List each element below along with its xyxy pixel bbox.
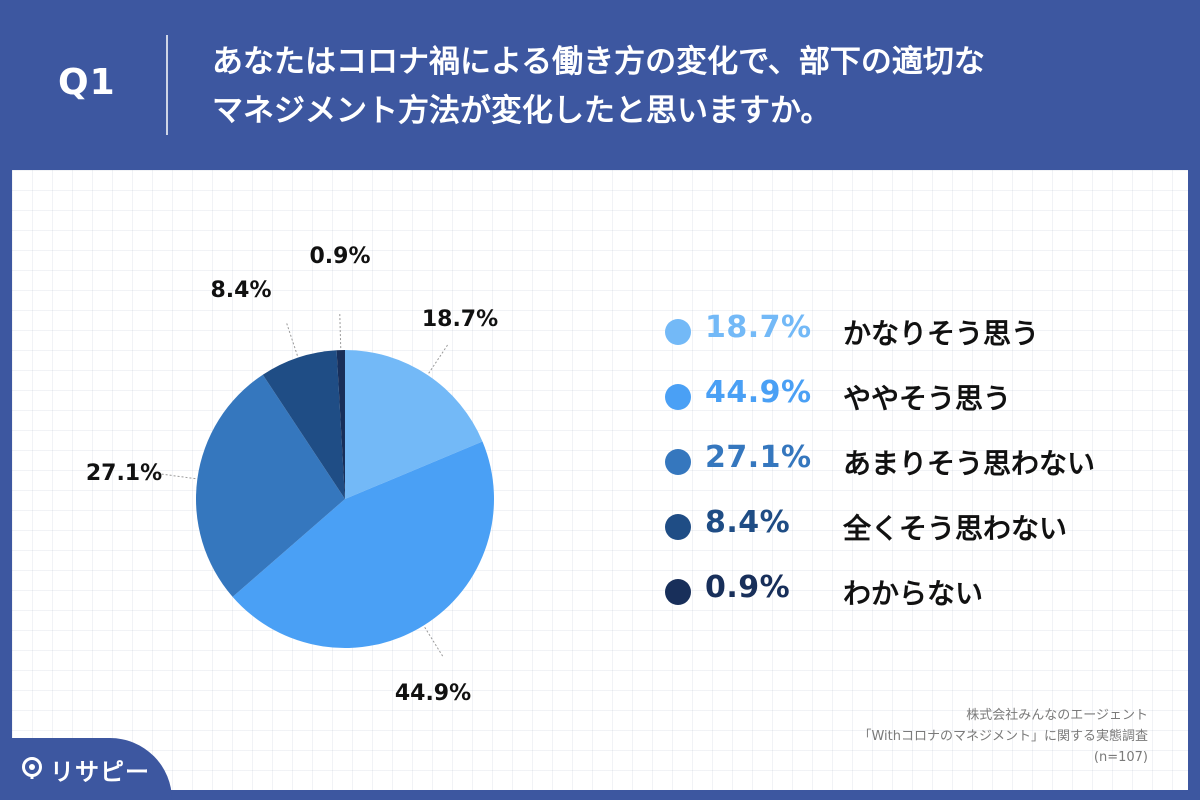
chart-panel: 18.7% 44.9% 27.1% 8.4% 0.9% 18.7% かなりそう思う 44…: [12, 170, 1188, 790]
legend-percent: 18.7%: [705, 310, 812, 345]
header: Q1 あなたはコロナ禍による働き方の変化で、部下の適切な マネジメント方法が変化…: [0, 0, 1200, 170]
leader-line-0: [428, 343, 450, 374]
legend-item-0: 18.7% かなりそう思う: [665, 308, 1135, 373]
legend-percent: 27.1%: [705, 440, 812, 475]
pie-chart: 18.7% 44.9% 27.1% 8.4% 0.9%: [86, 244, 498, 706]
legend-item-1: 44.9% ややそう思う: [665, 373, 1135, 438]
legend-percent: 0.9%: [705, 570, 791, 605]
legend-swatch: [665, 319, 691, 345]
legend-label: 全くそう思わない: [843, 512, 1068, 545]
question-text: あなたはコロナ禍による働き方の変化で、部下の適切な マネジメント方法が変化したと…: [212, 38, 1172, 136]
slice-label-4: 0.9%: [309, 244, 370, 269]
legend-swatch: [665, 579, 691, 605]
legend: 18.7% かなりそう思う 44.9% ややそう思う 27.1% あまりそう思わ…: [665, 308, 1135, 633]
pie-slice-1: [232, 441, 494, 648]
pie-slice-3: [262, 350, 345, 499]
header-divider: [166, 35, 168, 135]
pie-slice-2: [196, 374, 345, 597]
leader-line-1: [424, 626, 445, 659]
legend-label: あまりそう思わない: [843, 447, 1096, 480]
source-company: 株式会社みんなのエージェント: [966, 708, 1148, 723]
question-line-2: マネジメント方法が変化したと思いますか。: [212, 93, 832, 129]
pie-slice-4: [336, 350, 345, 499]
leader-line-4: [339, 312, 342, 349]
legend-label: かなりそう思う: [843, 317, 1040, 350]
slice-label-3: 8.4%: [210, 278, 271, 303]
legend-swatch: [665, 449, 691, 475]
legend-swatch: [665, 384, 691, 410]
leader-line-2: [159, 473, 196, 480]
question-number: Q1: [58, 62, 116, 103]
pie-slice-0: [345, 350, 483, 499]
logo-text: リサピー: [50, 758, 150, 786]
source-note: 株式会社みんなのエージェント 「Withコロナのマネジメント」に関する実態調査 …: [858, 705, 1148, 768]
legend-item-3: 8.4% 全くそう思わない: [665, 503, 1135, 568]
pin-icon: [22, 757, 42, 779]
logo-tab: [0, 738, 172, 800]
sample-size: (n=107): [1093, 750, 1148, 765]
legend-swatch: [665, 514, 691, 540]
slice-label-2: 27.1%: [86, 461, 162, 486]
leader-line-3: [285, 321, 298, 356]
slice-label-0: 18.7%: [422, 307, 498, 332]
legend-item-2: 27.1% あまりそう思わない: [665, 438, 1135, 503]
legend-label: ややそう思う: [843, 382, 1012, 415]
question-line-1: あなたはコロナ禍による働き方の変化で、部下の適切な: [212, 44, 985, 80]
legend-label: わからない: [843, 577, 984, 610]
source-survey: 「Withコロナのマネジメント」に関する実態調査: [858, 729, 1148, 744]
legend-percent: 44.9%: [705, 375, 812, 410]
legend-item-4: 0.9% わからない: [665, 568, 1135, 633]
slice-label-1: 44.9%: [395, 681, 471, 706]
legend-percent: 8.4%: [705, 505, 791, 540]
